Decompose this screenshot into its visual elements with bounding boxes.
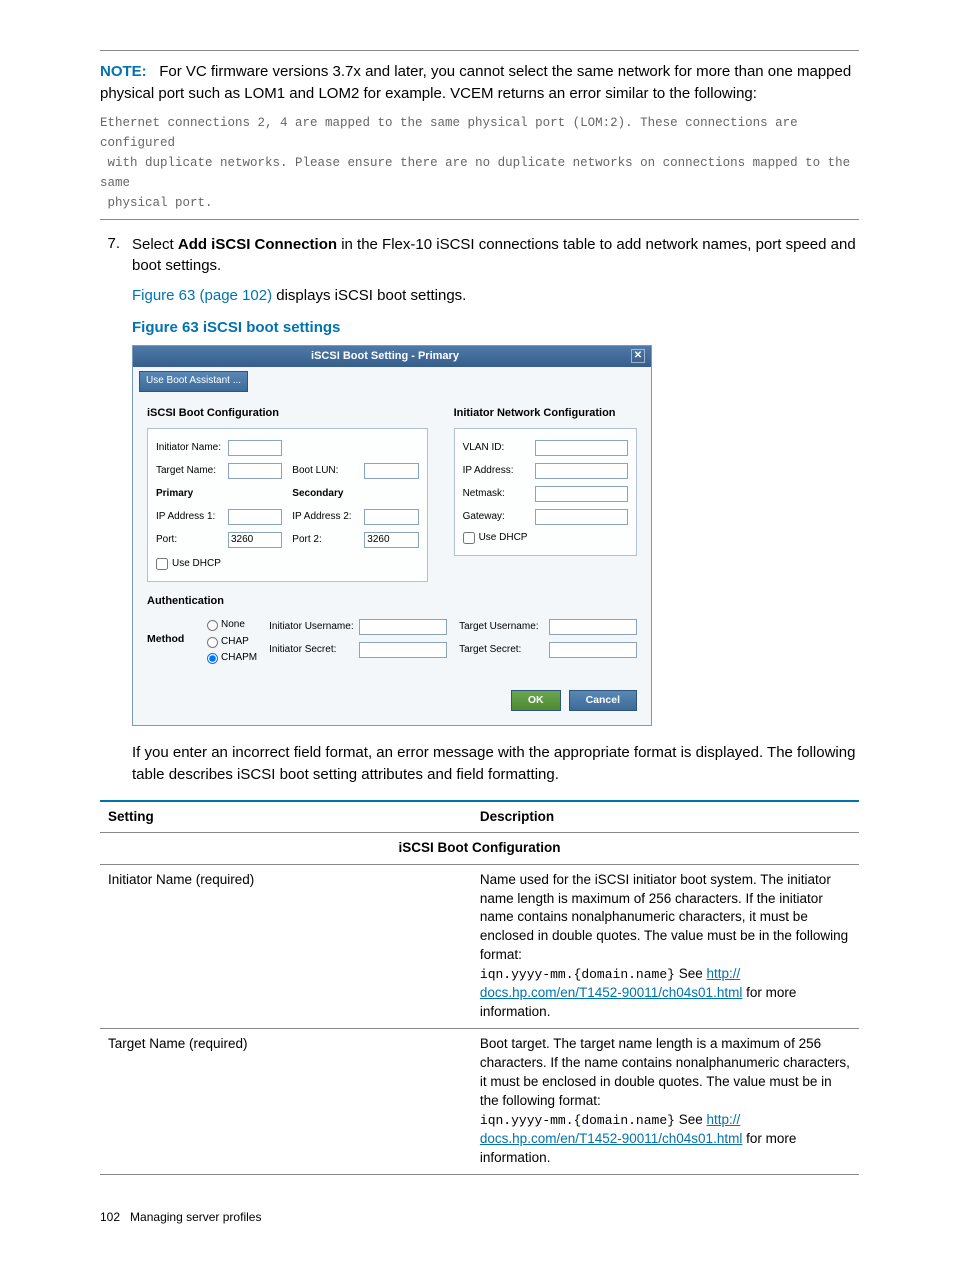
iscsi-dialog: iSCSI Boot Setting - Primary ✕ Use Boot … xyxy=(132,345,652,727)
ip1-input[interactable] xyxy=(228,509,282,525)
gateway-label: Gateway: xyxy=(463,510,535,525)
ipaddr-label: IP Address: xyxy=(463,464,535,479)
after-figure-text: If you enter an incorrect field format, … xyxy=(132,742,859,786)
vlan-input[interactable] xyxy=(535,440,628,456)
step-number: 7. xyxy=(100,234,132,794)
step-line1: Select Add iSCSI Connection in the Flex-… xyxy=(132,234,859,278)
step-line2: Figure 63 (page 102) displays iSCSI boot… xyxy=(132,285,859,307)
auth-heading: Authentication xyxy=(147,594,637,610)
initiator-network-heading: Initiator Network Configuration xyxy=(454,406,637,422)
table-row: Target Name (required) Boot target. The … xyxy=(100,1029,859,1175)
link-docs[interactable]: docs.hp.com/en/T1452-90011/ch04s01.html xyxy=(480,985,742,1000)
radio-chap[interactable] xyxy=(207,637,218,648)
note-box: NOTE: For VC firmware versions 3.7x and … xyxy=(100,50,859,220)
secondary-label: Secondary xyxy=(292,487,364,502)
init-secret-input[interactable] xyxy=(359,642,447,658)
page-footer: 102 Managing server profiles xyxy=(100,1209,859,1225)
figure-caption: Figure 63 iSCSI boot settings xyxy=(132,317,859,339)
cancel-button[interactable]: Cancel xyxy=(569,690,637,711)
note-code: Ethernet connections 2, 4 are mapped to … xyxy=(100,113,859,213)
table-row: Initiator Name (required) Name used for … xyxy=(100,864,859,1028)
boot-lun-input[interactable] xyxy=(364,463,418,479)
ok-button[interactable]: OK xyxy=(511,690,561,711)
vlan-label: VLAN ID: xyxy=(463,441,535,456)
boot-lun-label: Boot LUN: xyxy=(292,464,364,479)
link-http[interactable]: http:// xyxy=(706,1112,740,1127)
link-http[interactable]: http:// xyxy=(706,966,740,981)
initiator-name-label: Initiator Name: xyxy=(156,441,228,456)
dialog-titlebar: iSCSI Boot Setting - Primary ✕ xyxy=(133,346,651,368)
netmask-input[interactable] xyxy=(535,486,628,502)
footer-title: Managing server profiles xyxy=(130,1210,261,1224)
radio-none[interactable] xyxy=(207,620,218,631)
th-description: Description xyxy=(472,801,859,833)
ipaddr-input[interactable] xyxy=(535,463,628,479)
dialog-title: iSCSI Boot Setting - Primary xyxy=(139,349,631,365)
iscsi-boot-panel: Initiator Name: Target Name: Primary IP … xyxy=(147,428,428,583)
target-name-label: Target Name: xyxy=(156,464,228,479)
cell-setting: Target Name (required) xyxy=(100,1029,472,1175)
port2-label: Port 2: xyxy=(292,533,364,548)
method-label: Method xyxy=(147,618,195,647)
cell-desc: Boot target. The target name length is a… xyxy=(472,1029,859,1175)
cell-setting: Initiator Name (required) xyxy=(100,864,472,1028)
ip2-label: IP Address 2: xyxy=(292,510,364,525)
note-text: For VC firmware versions 3.7x and later,… xyxy=(100,63,851,102)
note-label: NOTE: xyxy=(100,63,147,80)
initiator-network-panel: VLAN ID: IP Address: Netmask: Gateway: U… xyxy=(454,428,637,557)
note-paragraph: NOTE: For VC firmware versions 3.7x and … xyxy=(100,61,859,105)
use-dhcp-right-checkbox[interactable] xyxy=(463,532,475,544)
port-label: Port: xyxy=(156,533,228,548)
init-user-label: Initiator Username: xyxy=(269,620,359,635)
use-dhcp-left-checkbox[interactable] xyxy=(156,558,168,570)
tgt-user-input[interactable] xyxy=(549,619,637,635)
table-section: iSCSI Boot Configuration xyxy=(100,832,859,864)
initiator-name-input[interactable] xyxy=(228,440,282,456)
ip2-input[interactable] xyxy=(364,509,418,525)
radio-chapm[interactable] xyxy=(207,653,218,664)
use-boot-assistant-button[interactable]: Use Boot Assistant ... xyxy=(139,371,248,392)
tgt-user-label: Target Username: xyxy=(459,620,549,635)
primary-label: Primary xyxy=(156,487,228,502)
th-setting: Setting xyxy=(100,801,472,833)
netmask-label: Netmask: xyxy=(463,487,535,502)
close-icon[interactable]: ✕ xyxy=(631,349,645,363)
ip1-label: IP Address 1: xyxy=(156,510,228,525)
target-name-input[interactable] xyxy=(228,463,282,479)
page-number: 102 xyxy=(100,1210,120,1224)
iscsi-boot-config-heading: iSCSI Boot Configuration xyxy=(147,406,428,422)
figure-ref-link[interactable]: Figure 63 (page 102) xyxy=(132,287,272,304)
init-secret-label: Initiator Secret: xyxy=(269,643,359,658)
port2-input[interactable]: 3260 xyxy=(364,532,418,548)
cell-desc: Name used for the iSCSI initiator boot s… xyxy=(472,864,859,1028)
settings-table: Setting Description iSCSI Boot Configura… xyxy=(100,800,859,1175)
step-7: 7. Select Add iSCSI Connection in the Fl… xyxy=(100,234,859,794)
link-docs[interactable]: docs.hp.com/en/T1452-90011/ch04s01.html xyxy=(480,1131,742,1146)
tgt-secret-label: Target Secret: xyxy=(459,643,549,658)
gateway-input[interactable] xyxy=(535,509,628,525)
use-dhcp-right[interactable]: Use DHCP xyxy=(463,531,628,546)
port-input[interactable]: 3260 xyxy=(228,532,282,548)
method-radios: None CHAP CHAPM xyxy=(207,618,257,668)
use-dhcp-left[interactable]: Use DHCP xyxy=(156,557,419,572)
init-user-input[interactable] xyxy=(359,619,447,635)
tgt-secret-input[interactable] xyxy=(549,642,637,658)
